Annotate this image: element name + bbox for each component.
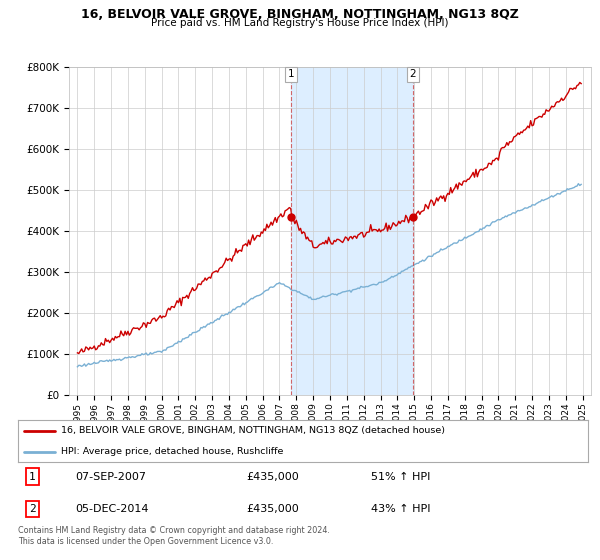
Text: 16, BELVOIR VALE GROVE, BINGHAM, NOTTINGHAM, NG13 8QZ (detached house): 16, BELVOIR VALE GROVE, BINGHAM, NOTTING… xyxy=(61,426,445,435)
Text: 07-SEP-2007: 07-SEP-2007 xyxy=(75,472,146,482)
Text: £435,000: £435,000 xyxy=(246,472,299,482)
Text: 2: 2 xyxy=(410,69,416,80)
Text: 16, BELVOIR VALE GROVE, BINGHAM, NOTTINGHAM, NG13 8QZ: 16, BELVOIR VALE GROVE, BINGHAM, NOTTING… xyxy=(81,8,519,21)
Bar xyxy=(291,67,413,395)
Text: 05-DEC-2014: 05-DEC-2014 xyxy=(75,504,149,514)
Text: 51% ↑ HPI: 51% ↑ HPI xyxy=(371,472,431,482)
Text: Price paid vs. HM Land Registry's House Price Index (HPI): Price paid vs. HM Land Registry's House … xyxy=(151,18,449,29)
Text: Contains HM Land Registry data © Crown copyright and database right 2024.
This d: Contains HM Land Registry data © Crown c… xyxy=(18,526,330,546)
Text: HPI: Average price, detached house, Rushcliffe: HPI: Average price, detached house, Rush… xyxy=(61,447,283,456)
Text: 1: 1 xyxy=(29,472,35,482)
Text: £435,000: £435,000 xyxy=(246,504,299,514)
Text: 1: 1 xyxy=(287,69,294,80)
Text: 43% ↑ HPI: 43% ↑ HPI xyxy=(371,504,431,514)
Text: 2: 2 xyxy=(29,504,35,514)
